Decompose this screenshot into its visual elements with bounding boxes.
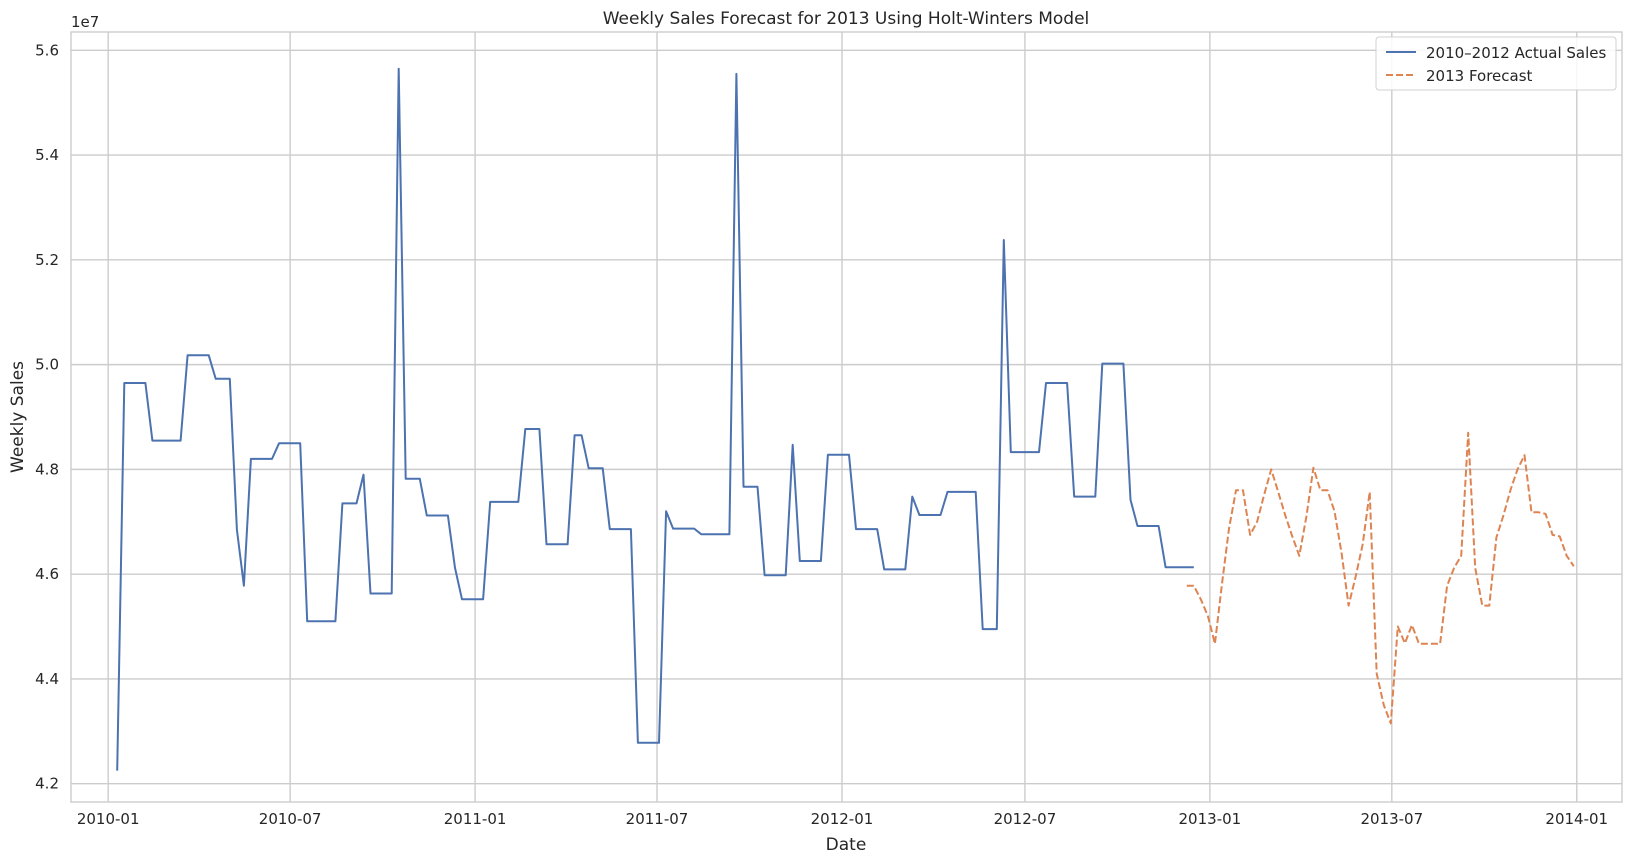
plot-frame xyxy=(70,31,1623,803)
vertical-gridlines xyxy=(107,32,1578,802)
chart-title: Weekly Sales Forecast for 2013 Using Hol… xyxy=(603,9,1090,29)
legend-label-actual: 2010–2012 Actual Sales xyxy=(1426,44,1606,62)
y-tick-label: 4.8 xyxy=(35,460,59,478)
horizontal-gridlines xyxy=(71,49,1622,785)
y-axis-title: Weekly Sales xyxy=(8,361,28,473)
x-tick-label: 2010-01 xyxy=(77,810,140,828)
x-tick-label: 2010-07 xyxy=(259,810,322,828)
x-axis-title: Date xyxy=(826,835,867,855)
y-tick-label: 4.6 xyxy=(35,565,59,583)
x-tick-label: 2011-01 xyxy=(444,810,507,828)
legend-box xyxy=(1375,36,1617,91)
y-tick-labels: 4.2 4.4 4.6 4.8 5.0 5.2 5.4 5.6 xyxy=(35,41,59,792)
y-tick-label: 5.4 xyxy=(35,146,59,164)
x-tick-label: 2011-07 xyxy=(626,810,689,828)
legend: 2010–2012 Actual Sales 2013 Forecast xyxy=(1375,36,1617,91)
actual-sales-line xyxy=(116,67,1194,771)
series-layer xyxy=(116,67,1575,771)
x-tick-labels: 2010-01 2010-07 2011-01 2011-07 2012-01 2012-… xyxy=(77,810,1608,828)
x-tick-label: 2014-01 xyxy=(1545,810,1608,828)
y-tick-label: 4.2 xyxy=(35,775,59,793)
y-multiplier-label: 1e7 xyxy=(71,13,99,31)
x-tick-label: 2012-07 xyxy=(994,810,1057,828)
x-tick-label: 2013-07 xyxy=(1360,810,1423,828)
y-tick-label: 5.2 xyxy=(35,251,59,269)
y-tick-label: 5.6 xyxy=(35,41,59,59)
x-tick-label: 2012-01 xyxy=(811,810,874,828)
y-tick-label: 4.4 xyxy=(35,670,59,688)
y-tick-label: 5.0 xyxy=(35,356,59,374)
x-tick-label: 2013-01 xyxy=(1179,810,1242,828)
legend-label-forecast: 2013 Forecast xyxy=(1426,67,1533,85)
